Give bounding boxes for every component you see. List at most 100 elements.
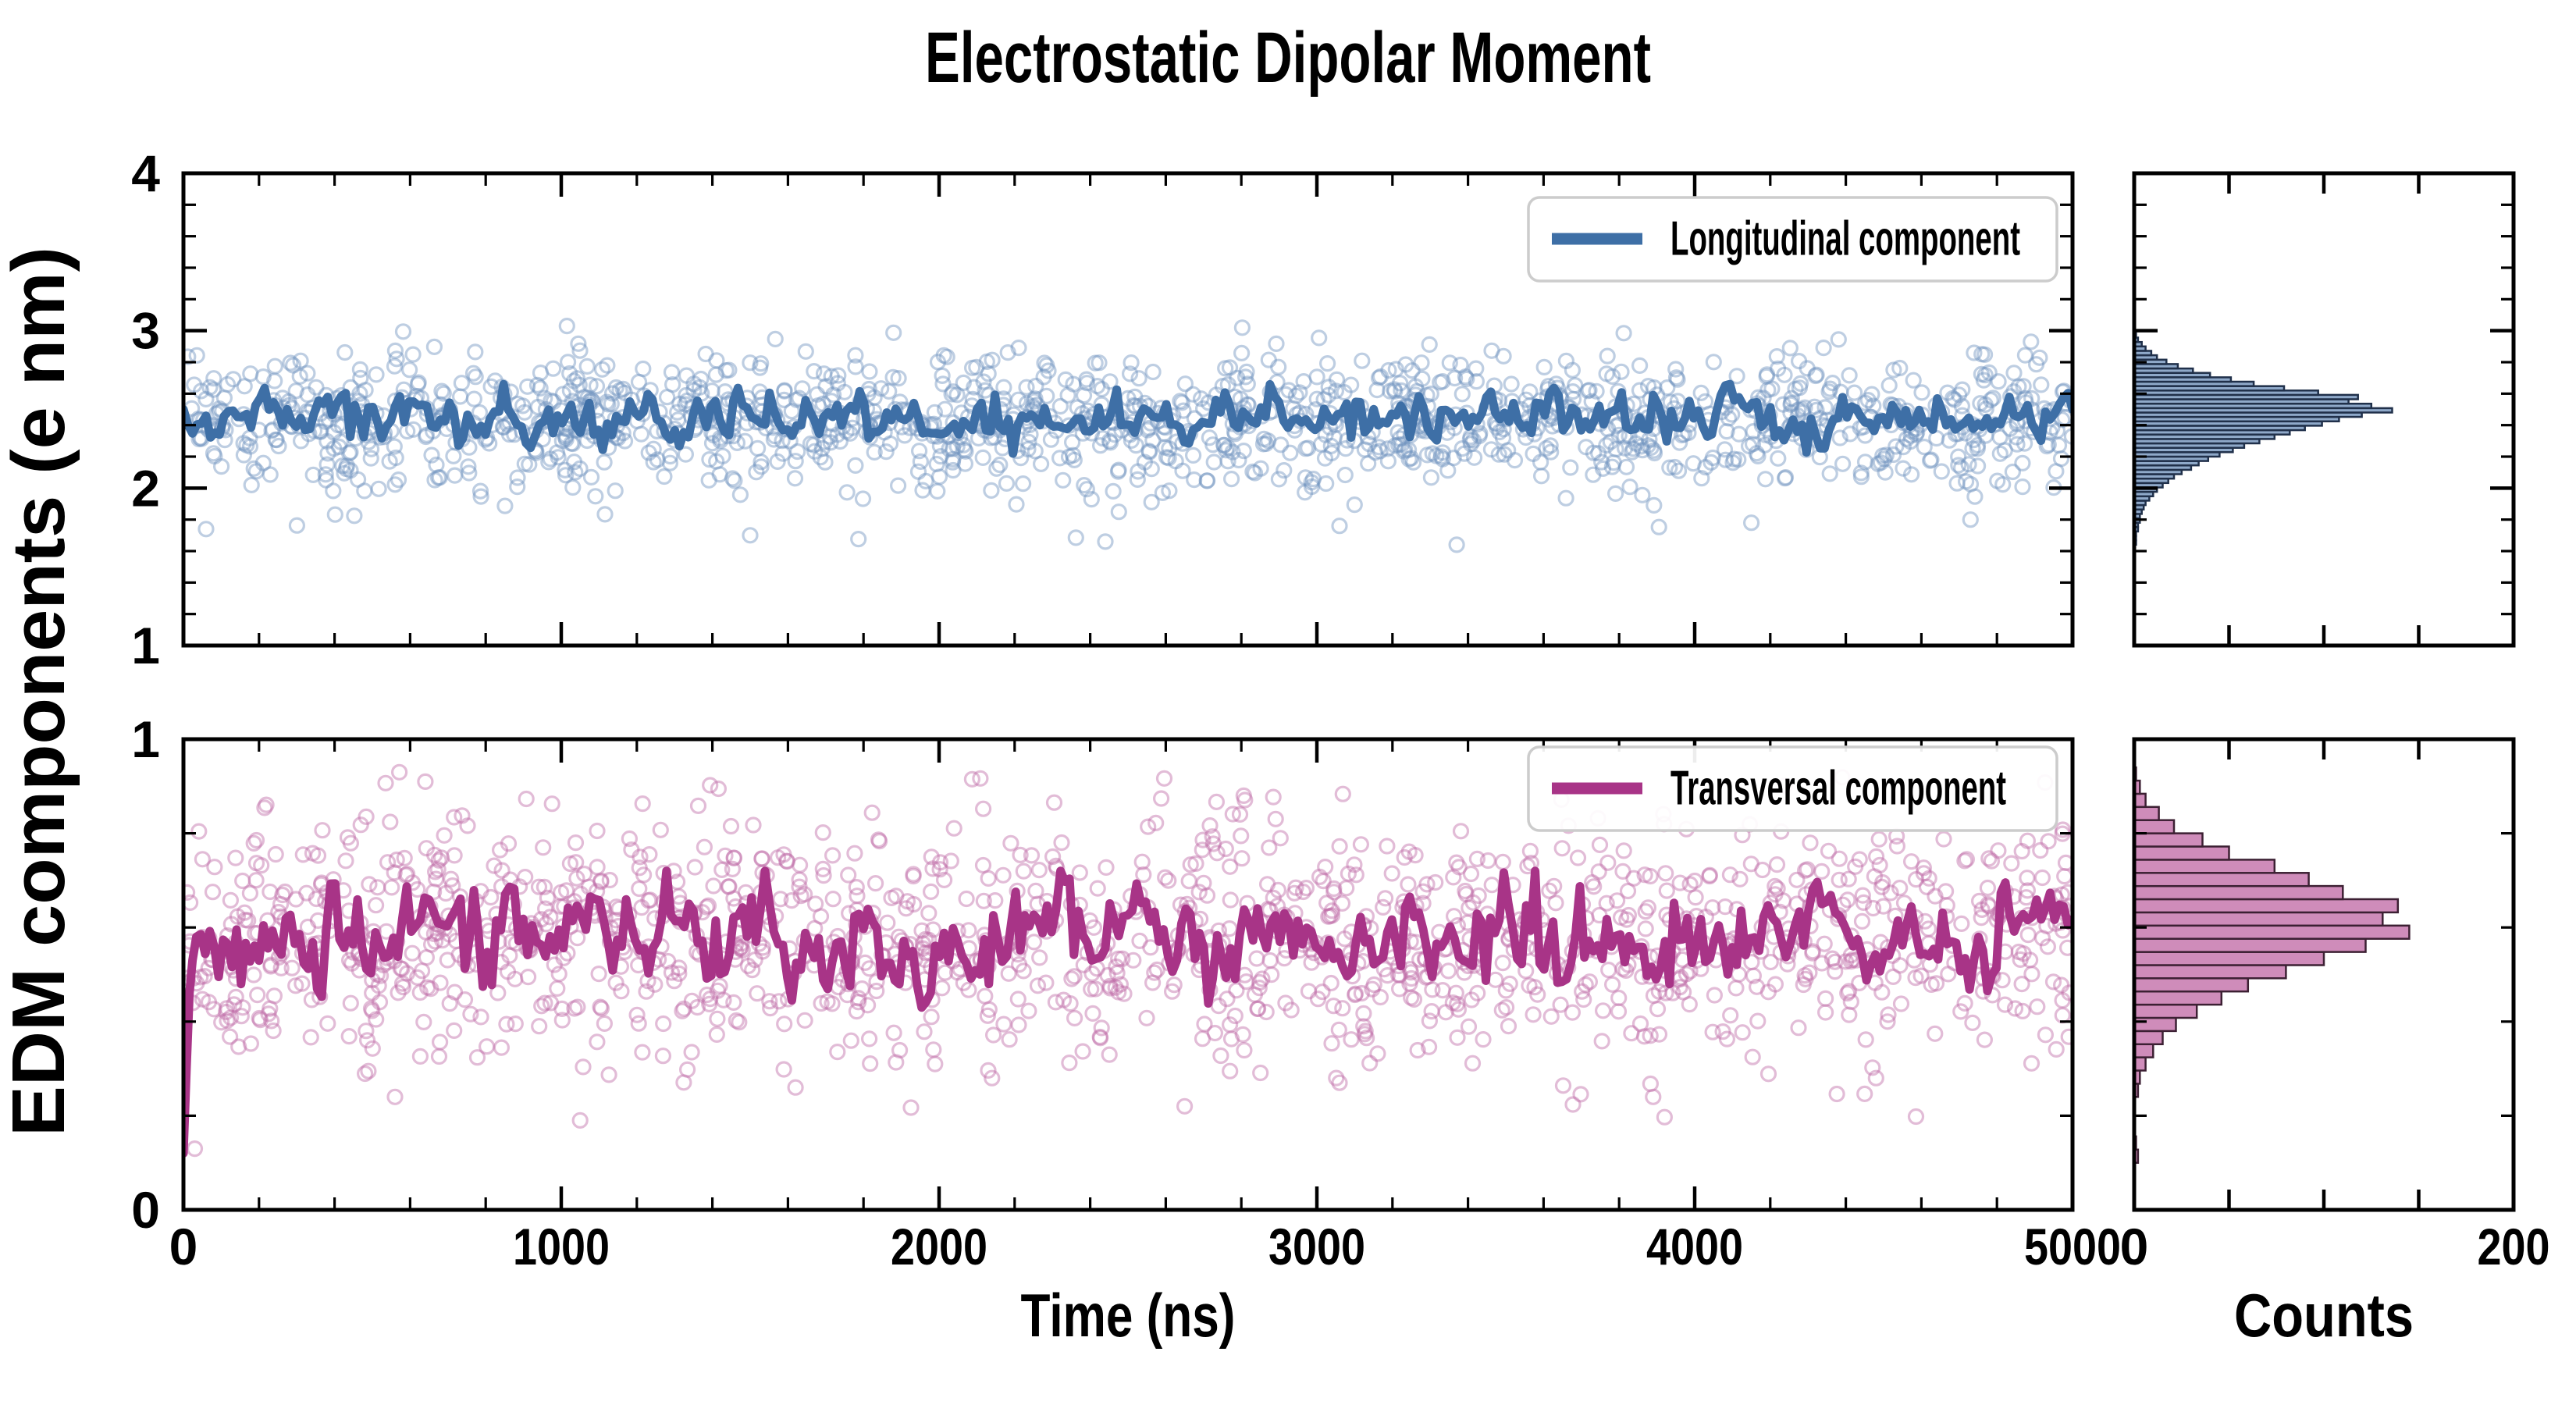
scatter-point bbox=[1375, 960, 1393, 978]
scatter-point bbox=[958, 890, 975, 908]
scatter-point bbox=[744, 961, 761, 979]
scatter-point bbox=[1852, 464, 1870, 482]
scatter-point bbox=[288, 517, 305, 534]
scatter-point bbox=[1624, 443, 1641, 461]
scatter-point bbox=[1391, 375, 1409, 392]
scatter-point bbox=[553, 1000, 571, 1018]
scatter-point bbox=[1194, 841, 1211, 859]
scatter-point bbox=[251, 1009, 268, 1027]
scatter-point bbox=[1952, 1003, 1969, 1020]
scatter-point bbox=[642, 891, 659, 909]
scatter-point bbox=[472, 488, 489, 505]
scatter-point bbox=[1126, 388, 1144, 405]
scatter-point bbox=[1944, 389, 1962, 407]
scatter-point bbox=[802, 435, 820, 453]
scatter-point bbox=[1300, 439, 1317, 457]
scatter-point bbox=[317, 466, 334, 483]
scatter-point bbox=[230, 1038, 247, 1055]
scatter-point bbox=[386, 438, 403, 455]
scatter-point bbox=[846, 845, 863, 862]
scatter-point bbox=[2001, 420, 2019, 437]
scatter-point bbox=[1593, 1033, 1610, 1050]
scatter-point bbox=[1255, 430, 1272, 447]
scatter-point bbox=[749, 439, 767, 457]
scatter-point bbox=[1098, 859, 1115, 877]
scatter-point bbox=[888, 1054, 905, 1071]
scatter-point bbox=[1808, 401, 1825, 419]
scatter-point bbox=[1369, 1045, 1386, 1062]
scatter-point bbox=[632, 848, 649, 866]
scatter-point bbox=[713, 861, 731, 879]
scatter-point bbox=[1575, 991, 1592, 1008]
scatter-point bbox=[1871, 856, 1888, 874]
scatter-point bbox=[1464, 894, 1482, 911]
scatter-point bbox=[352, 369, 369, 386]
scatter-point bbox=[754, 939, 772, 956]
scatter-point bbox=[1680, 424, 1697, 442]
mean-line-transversal bbox=[183, 866, 2073, 1158]
scatter-point bbox=[1631, 382, 1649, 399]
scatter-point bbox=[1797, 862, 1814, 879]
scatter-point bbox=[963, 359, 981, 376]
scatter-point bbox=[1135, 866, 1152, 884]
scatter-point bbox=[1743, 953, 1760, 971]
scatter-point bbox=[957, 443, 974, 460]
scatter-point bbox=[1749, 447, 1767, 465]
scatter-point bbox=[1782, 396, 1799, 413]
scatter-point bbox=[640, 444, 657, 461]
scatter-point bbox=[1026, 443, 1044, 460]
scatter-point bbox=[1206, 1024, 1224, 1042]
scatter-point bbox=[205, 1001, 222, 1018]
scatter-point bbox=[262, 1000, 279, 1017]
scatter-point bbox=[1542, 1008, 1560, 1025]
scatter-point bbox=[1424, 445, 1441, 462]
scatter-point bbox=[1315, 872, 1332, 890]
scatter-point bbox=[923, 1008, 940, 1026]
scatter-point bbox=[1018, 395, 1036, 412]
scatter-point bbox=[677, 446, 695, 463]
scatter-point bbox=[1267, 810, 1284, 827]
scatter-point bbox=[1355, 1018, 1372, 1035]
scatter-point bbox=[1144, 974, 1162, 991]
scatter-point bbox=[720, 878, 737, 895]
scatter-point bbox=[749, 985, 766, 1002]
scatter-point bbox=[955, 374, 972, 391]
scatter-point bbox=[193, 382, 210, 400]
scatter-point bbox=[937, 964, 954, 981]
scatter-point bbox=[554, 386, 572, 403]
scatter-point bbox=[1057, 371, 1074, 388]
scatter-outlier-point bbox=[1743, 514, 1760, 532]
counts-tick-label: 200 bbox=[2478, 1218, 2550, 1275]
scatter-point bbox=[1254, 970, 1271, 987]
scatter-point bbox=[1519, 857, 1536, 875]
scatter-point bbox=[575, 865, 593, 883]
scatter-point bbox=[1639, 899, 1656, 916]
scatter-point bbox=[1173, 394, 1190, 411]
scatter-point bbox=[1101, 980, 1119, 997]
scatter-point bbox=[423, 446, 440, 464]
scatter-point bbox=[1414, 895, 1432, 912]
scatter-point bbox=[1525, 445, 1542, 463]
scatter-point bbox=[829, 375, 846, 392]
scatter-point bbox=[868, 982, 885, 1000]
scatter-point bbox=[1140, 443, 1158, 460]
scatter-point bbox=[422, 980, 439, 998]
scatter-point bbox=[1019, 440, 1037, 458]
scatter-point bbox=[1015, 863, 1032, 880]
scatter-point bbox=[263, 1012, 280, 1030]
scatter-point bbox=[391, 763, 408, 781]
scatter-point bbox=[1613, 363, 1630, 380]
scatter-point bbox=[1127, 436, 1144, 454]
scatter-point bbox=[1297, 879, 1315, 897]
scatter-point bbox=[929, 354, 947, 371]
x-tick-label: 2000 bbox=[891, 1218, 987, 1275]
scatter-point bbox=[2003, 855, 2020, 872]
scatter-point bbox=[934, 367, 951, 384]
scatter-point bbox=[1888, 438, 1905, 455]
scatter-point bbox=[724, 470, 742, 487]
scatter-point bbox=[535, 839, 552, 856]
scatter-point bbox=[1062, 994, 1079, 1012]
scatter-point bbox=[1347, 985, 1364, 1002]
scatter-point bbox=[1094, 429, 1112, 447]
scatter-point bbox=[567, 834, 585, 852]
